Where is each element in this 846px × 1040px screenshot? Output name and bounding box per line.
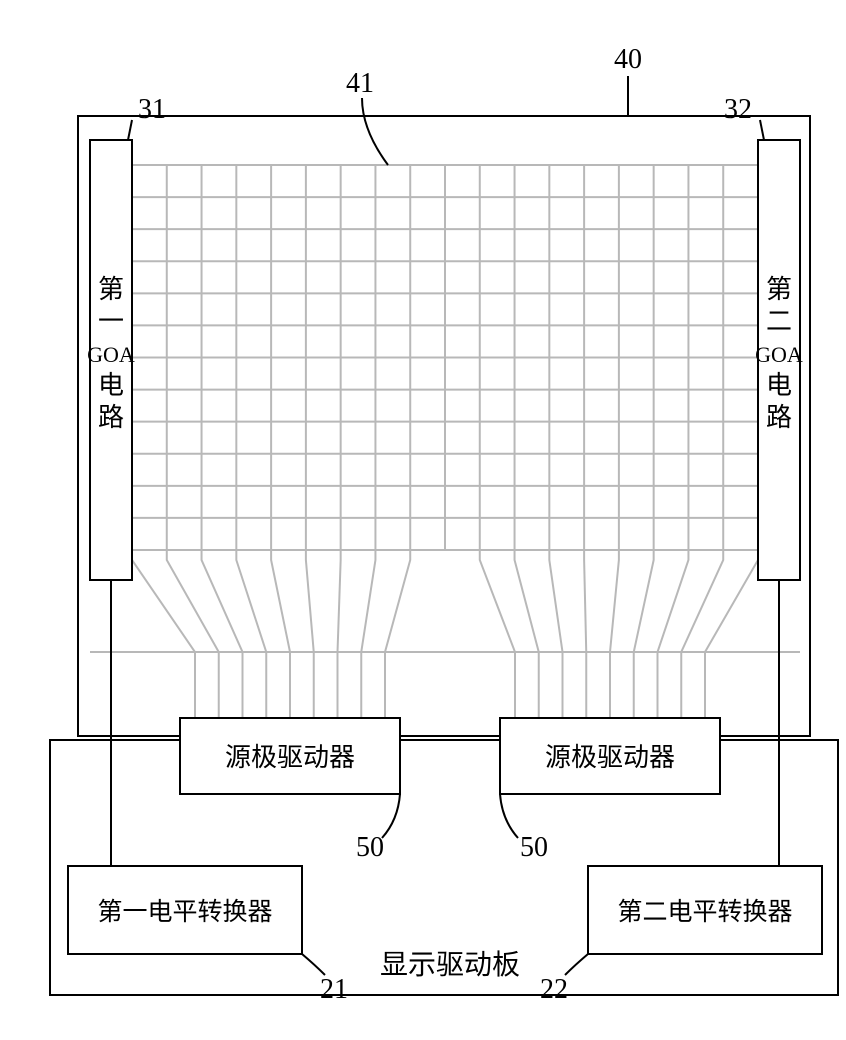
source-driver-left-label: 源极驱动器 — [225, 743, 355, 772]
block-diagram: 40 41 31 32 第 一 GOA 电 路 第 二 GOA 电 路 源极驱动… — [20, 20, 846, 1020]
source-driver-right-label: 源极驱动器 — [545, 743, 675, 772]
ref-50-left: 50 — [356, 832, 384, 863]
level-shifter-right-label: 第二电平转换器 — [617, 898, 792, 926]
driver-board-label: 显示驱动板 — [380, 949, 520, 981]
goa-left-l4: 电 — [98, 371, 124, 400]
goa-right-l5: 路 — [766, 403, 792, 432]
goa-right-l4: 电 — [766, 371, 792, 400]
ref-50-right: 50 — [520, 832, 548, 863]
goa-left-l1: 第 — [98, 275, 124, 304]
ref-41: 41 — [346, 68, 374, 99]
ref-40: 40 — [614, 44, 642, 75]
ref-31: 31 — [138, 94, 166, 125]
ref-32: 32 — [724, 94, 752, 125]
ref-22: 22 — [540, 974, 568, 1005]
goa-right-l3: GOA — [755, 342, 803, 367]
goa-left-l3: GOA — [87, 342, 135, 367]
goa-left-l2: 一 — [98, 307, 124, 336]
ref-21: 21 — [320, 974, 348, 1005]
goa-left-l5: 路 — [98, 403, 124, 432]
level-shifter-left-label: 第一电平转换器 — [97, 898, 272, 926]
goa-right-l1: 第 — [766, 275, 792, 304]
goa-right-l2: 二 — [766, 307, 792, 336]
